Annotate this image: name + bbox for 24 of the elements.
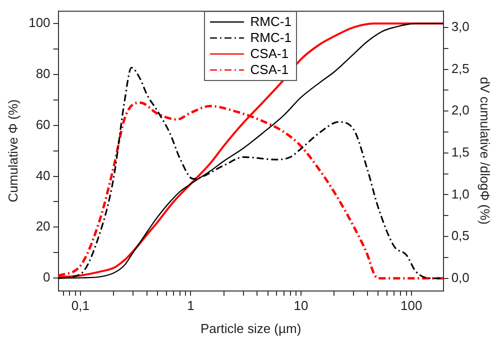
- legend-label: CSA-1: [250, 62, 289, 78]
- y-axis-title: Cumulative Φ (%): [5, 99, 20, 202]
- y2-tick-label: 2,0: [451, 102, 470, 118]
- legend-label: RMC-1: [250, 14, 292, 30]
- legend-label: RMC-1: [250, 30, 292, 46]
- x-tick-label: 10: [294, 298, 308, 314]
- y2-tick-label: 0,5: [451, 228, 470, 244]
- x-tick-label: 1: [187, 298, 194, 314]
- y-tick-label: 0: [43, 270, 50, 285]
- y-tick-label: 100: [28, 15, 50, 30]
- x-tick-label: 100: [400, 298, 422, 314]
- y-tick-label: 60: [36, 116, 50, 132]
- y2-tick-label: 2,5: [451, 60, 470, 76]
- y2-tick-label: 1,5: [451, 144, 470, 160]
- y2-tick-label: 0,0: [451, 270, 470, 285]
- y-tick-label: 20: [36, 218, 50, 234]
- y-tick-label: 40: [36, 168, 50, 183]
- legend-label: CSA-1: [250, 46, 289, 62]
- x-tick-label: 0,1: [71, 298, 90, 314]
- x-axis-title: Particle size (µm): [200, 320, 302, 336]
- y-tick-label: 80: [36, 66, 50, 82]
- y2-tick-label: 3,0: [451, 19, 470, 34]
- y2-tick-label: 1,0: [451, 186, 470, 202]
- y2-axis-title: dV cumulative /dlogΦ (%): [478, 76, 493, 225]
